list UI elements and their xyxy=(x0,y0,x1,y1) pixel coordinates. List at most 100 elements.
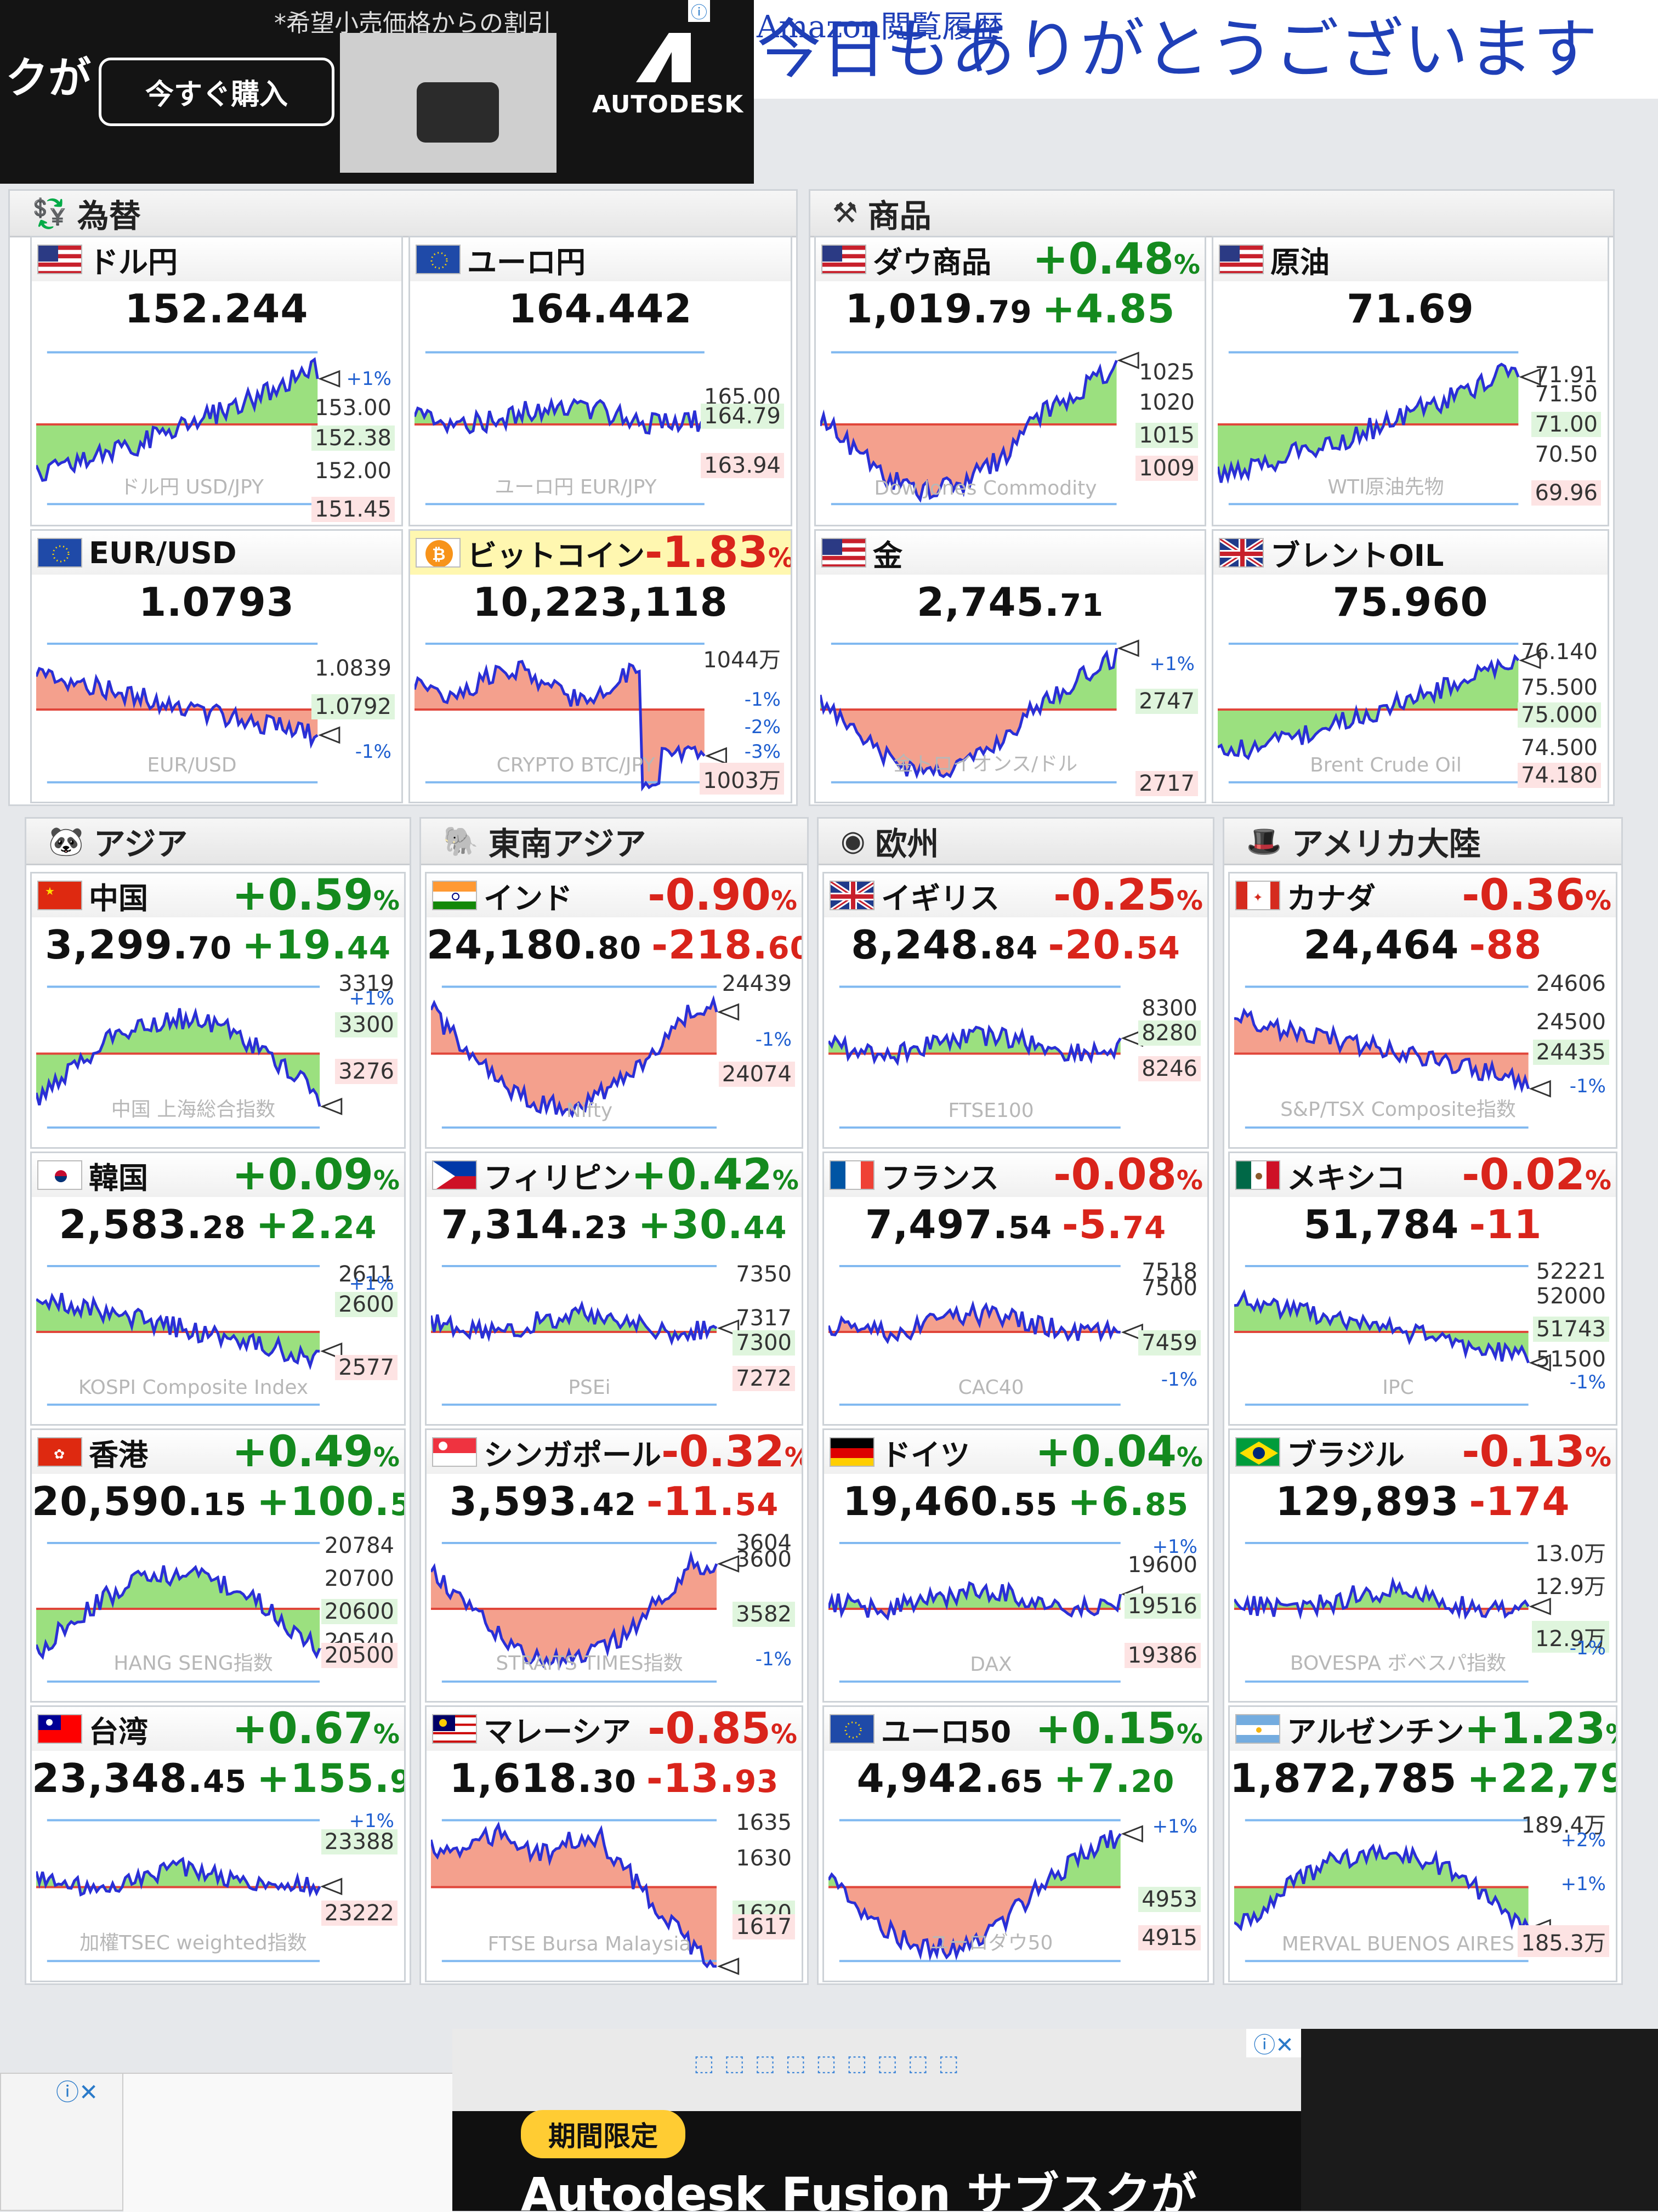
percent-change: -0.13% xyxy=(1462,1428,1611,1477)
sparkline-chart[interactable]: MERVAL BUENOS AIRES 189.4万 +2% +1% 185.3万 xyxy=(1234,1799,1611,1975)
price-value: 2,583.28 +2.24 xyxy=(59,1201,377,1247)
market-card-korea[interactable]: 韓国 +0.09% 2,583.28 +2.24 KOSPI Composite … xyxy=(30,1152,406,1426)
market-card-taiwan[interactable]: 台湾 +0.67% 23,348.45+155.93 加權TSEC weight… xyxy=(30,1705,406,1982)
market-name: ダウ商品 xyxy=(873,245,991,280)
sparkline-chart[interactable]: HANG SENG指数 20784 20700 20600 20540 20500 xyxy=(36,1522,400,1695)
sparkline-chart[interactable]: CRYPTO BTC/JPY 1044万 -1% -2% -3% 1003万 xyxy=(414,623,786,796)
market-card-philippines[interactable]: フィリピン +0.42% 7,314.23 +30.44 PSEi 7350 731… xyxy=(425,1152,803,1426)
sparkline-chart[interactable]: FTSE100 8300 8280 8246 xyxy=(828,966,1203,1142)
elephant-icon: 🐘 xyxy=(443,825,479,858)
market-name: アルゼンチン xyxy=(1287,1714,1464,1749)
sparkline-chart[interactable]: ユーロダウ50 +1% 4953 4915 xyxy=(828,1799,1203,1975)
market-card-eurjpy[interactable]: ユーロ円 164.442 ユーロ円 EUR/JPY 165.00 164.79 16… xyxy=(408,236,792,526)
card-header: ブラジル -0.13% xyxy=(1230,1428,1616,1477)
axis-label: 74.180 xyxy=(1518,763,1601,788)
chart-watermark: PSEi xyxy=(568,1376,611,1399)
sparkline-chart[interactable]: EUR/USD 1.0839 1.0792 -1% xyxy=(36,623,397,796)
market-card-gold[interactable]: 金 2,745.71 金トロイオンス/ドル +1% 2747 2717 xyxy=(814,529,1206,803)
sparkline-chart[interactable]: ドル円 USD/JPY +1% 153.00 152.38 152.00 151.45 xyxy=(36,330,397,522)
market-card-mexico[interactable]: メキシコ -0.02% 51,784 -11 IPC 52221 52000 5174… xyxy=(1228,1152,1617,1426)
sparkline-chart[interactable]: KOSPI Composite Index 2611 +1% 2600 2577 xyxy=(36,1245,400,1419)
market-card-eurusd[interactable]: EUR/USD 1.0793 EUR/USD 1.0839 1.0792 -1% xyxy=(30,529,403,803)
chart-watermark: STRAITS TIMES指数 xyxy=(496,1652,683,1675)
market-card-china[interactable]: ★ 中国 +0.59% 3,299.70 +19.44 中国 上海総合指数 331… xyxy=(30,872,406,1149)
svg-text:★: ★ xyxy=(45,884,55,898)
market-card-usdjpy[interactable]: ドル円 152.244 ドル円 USD/JPY +1% 153.00 152.38 1… xyxy=(30,236,403,526)
sparkline-chart[interactable]: CAC40 7518 7500 7459 -1% xyxy=(828,1245,1203,1419)
bottom-left-ad[interactable]: ⓘ✕ xyxy=(0,2073,123,2211)
greeting-link[interactable]: Amazon閲覧履歴 xyxy=(757,9,1004,45)
buy-now-button[interactable]: 今すぐ購入 xyxy=(99,58,334,126)
market-card-euro50[interactable]: ユーロ50 +0.15% 4,942.65 +7.20 ユーロダウ50 +1% 49… xyxy=(822,1705,1209,1982)
axis-label: 12.9万 xyxy=(1531,1621,1609,1653)
price-change: +2.24 xyxy=(255,1201,377,1247)
axis-label: 7317 xyxy=(736,1306,792,1331)
axis-label: 20500 xyxy=(321,1643,398,1668)
market-card-germany[interactable]: ドイツ +0.04% 19,460.55 +6.85 DAX +1% 19600 19… xyxy=(822,1428,1209,1703)
axis-label: 52000 xyxy=(1536,1284,1606,1309)
market-card-india[interactable]: インド -0.90% 24,180.80-218.60 Nifty 24439 -… xyxy=(425,872,803,1149)
sparkline-chart[interactable]: 加權TSEC weighted指数 +1% 23388 23222 xyxy=(36,1799,400,1975)
axis-label: 151.45 xyxy=(311,497,395,522)
price-value: 10,223,118 xyxy=(473,579,728,625)
sparkline-svg xyxy=(1234,1264,1551,1406)
axis-label: 1.0839 xyxy=(315,656,391,681)
percent-change: -0.25% xyxy=(1053,872,1203,920)
market-card-singapore[interactable]: シンガポール -0.32% 3,593.42-11.54 STRAITS TIM… xyxy=(425,1428,803,1703)
market-card-france[interactable]: フランス -0.08% 7,497.54 -5.74 CAC40 7518 7500… xyxy=(822,1152,1209,1426)
market-card-argentina[interactable]: アルゼンチン +1.23% 1,872,785+22,790 MERVAL BU… xyxy=(1228,1705,1617,1982)
price-value: 75.960 xyxy=(1332,579,1489,625)
ad-close-icon[interactable]: ⓘ✕ xyxy=(56,2079,99,2106)
chart-watermark: CAC40 xyxy=(958,1376,1024,1399)
ad-close-icon[interactable]: ⓘ✕ xyxy=(1246,2029,1301,2058)
price-value: 1.0793 xyxy=(139,579,294,625)
market-card-hongkong[interactable]: ✿ 香港 +0.49% 20,590.15+100.53 HANG SENG指数… xyxy=(30,1428,406,1703)
sparkline-chart[interactable]: 金トロイオンス/ドル +1% 2747 2717 xyxy=(820,623,1200,796)
sparkline-chart[interactable]: STRAITS TIMES指数 3604 3600 3582 -1% xyxy=(431,1522,797,1695)
sparkline-chart[interactable]: FTSE Bursa Malaysia 1635 1630 1620 1617 xyxy=(431,1799,797,1975)
bottom-advertisement[interactable]: ⬚⬚⬚⬚⬚⬚⬚⬚⬚ 期間限定 Autodesk Fusion サブスクが ⓘ✕ xyxy=(452,2029,1301,2211)
sparkline-svg xyxy=(828,1819,1143,1963)
sparkline-chart[interactable]: Dow Jones Commodity 1025 1020 1015 1009 xyxy=(820,330,1200,519)
market-card-dow_comm[interactable]: ダウ商品 +0.48% 1,019.79 +4.85 Dow Jones Comm… xyxy=(814,236,1206,526)
eu-flag-icon xyxy=(416,245,461,274)
percent-change: +0.67% xyxy=(232,1705,400,1754)
market-card-brent[interactable]: ブレントOIL 75.960 Brent Crude Oil 76.140 75.… xyxy=(1212,529,1609,803)
market-name: 中国 xyxy=(89,881,148,916)
canada-flag-icon: ✦ xyxy=(1235,881,1280,910)
sparkline-chart[interactable]: S&P/TSX Composite指数 24606 24500 24435 -1% xyxy=(1234,966,1611,1142)
sparkline-chart[interactable]: 中国 上海総合指数 3319 +1% 3300 3276 xyxy=(36,966,400,1142)
ad-info-icon[interactable]: ⓘ xyxy=(688,0,710,22)
sparkline-chart[interactable]: BOVESPA ボベスパ指数 13.0万 12.9万 12.9万 -1% xyxy=(1234,1522,1611,1695)
card-header: シンガポール -0.32% xyxy=(427,1430,802,1477)
chart-watermark: ユーロ円 EUR/JPY xyxy=(495,476,657,498)
sparkline-chart[interactable]: DAX +1% 19600 19516 19386 xyxy=(828,1522,1203,1695)
market-card-uk[interactable]: イギリス -0.25% 8,248.84 -20.54 FTSE100 8300 8… xyxy=(822,872,1209,1149)
axis-label: 189.4万 xyxy=(1521,1813,1606,1838)
sparkline-chart[interactable]: Brent Crude Oil 76.140 75.500 75.000 74.500… xyxy=(1218,623,1603,796)
autodesk-logo-icon xyxy=(636,33,691,82)
brazil-flag-icon xyxy=(1235,1437,1280,1467)
price-value: 3,593.42 -11.54 xyxy=(449,1478,779,1524)
market-name: イギリス xyxy=(881,881,1000,916)
market-card-btc[interactable]: ₿ ビットコイン -1.83% 10,223,118 CRYPTO BTC/JP… xyxy=(408,529,792,803)
sparkline-chart[interactable]: ユーロ円 EUR/JPY 165.00 164.79 163.94 xyxy=(414,330,786,519)
market-card-malaysia[interactable]: マレーシア -0.85% 1,618.30 -13.93 FTSE Bursa M… xyxy=(425,1705,803,1982)
percent-change: -0.08% xyxy=(1053,1152,1203,1200)
market-card-brazil[interactable]: ブラジル -0.13% 129,893 -174 BOVESPA ボベスパ指数 1… xyxy=(1228,1428,1617,1703)
card-header: ✿ 香港 +0.49% xyxy=(32,1430,404,1477)
percent-change: +0.42% xyxy=(631,1152,799,1200)
sparkline-chart[interactable]: Nifty 24439 -1% 24074 xyxy=(431,966,797,1142)
top-advertisement[interactable]: クが *希望小売価格からの割引 今すぐ購入 AUTODESK ⓘ xyxy=(0,0,754,184)
axis-label: -1% xyxy=(355,741,391,763)
asia-panel-header: 🐼 アジア xyxy=(26,819,410,865)
market-card-crude[interactable]: 原油 71.69 WTI原油先物 71.91 71.50 71.00 70.50 69.… xyxy=(1212,236,1609,526)
sparkline-chart[interactable]: PSEi 7350 7317 7300 7272 xyxy=(431,1245,797,1419)
sparkline-chart[interactable]: WTI原油先物 71.91 71.50 71.00 70.50 69.96 xyxy=(1218,330,1603,519)
card-header: 台湾 +0.67% xyxy=(32,1705,404,1754)
france-flag-icon xyxy=(830,1160,875,1190)
axis-label: 3582 xyxy=(733,1602,795,1627)
market-card-canada[interactable]: ✦ カナダ -0.36% 24,464 -88 S&P/TSX Composite… xyxy=(1228,872,1617,1149)
sparkline-chart[interactable]: IPC 52221 52000 51743 51500 -1% xyxy=(1234,1245,1611,1419)
axis-label: 3300 xyxy=(335,1012,398,1037)
